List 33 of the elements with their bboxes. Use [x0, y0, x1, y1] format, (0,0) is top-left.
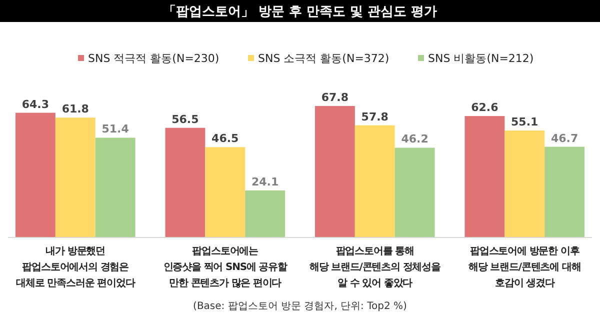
data-label: 56.5	[172, 112, 199, 126]
data-label: 61.8	[62, 102, 89, 116]
data-label: 67.8	[321, 91, 349, 104]
data-label: 46.7	[550, 132, 578, 145]
bar	[55, 118, 96, 237]
x-tick-label: 팝업스토어에 방문한 이후 해당 브랜드/콘텐츠에 대해 호감이 생겼다	[468, 246, 581, 289]
data-label: 46.5	[212, 132, 239, 146]
legend-label: SNS 비활동(N=212)	[428, 52, 534, 66]
x-tick-label: 팝업스토어에는 인증샷을 찍어 SNS에 공유할 만한 콘텐츠가 많은 편이다	[163, 246, 288, 289]
data-label: 55.1	[511, 116, 538, 129]
legend-label: SNS 적극적 활동(N=230)	[88, 52, 220, 66]
bar	[464, 116, 505, 237]
x-tick-label: 내가 방문했던 팝업스토어에서의 경험은 대체로 만족스러운 편이었다	[16, 246, 136, 289]
legend-label: SNS 소극적 활동(N=372)	[258, 52, 390, 66]
bar	[314, 106, 355, 237]
bar	[544, 146, 585, 237]
bar	[95, 138, 136, 237]
chart-title: 「팝업스토어」 방문 후 만족도 및 관심도 평가	[162, 4, 438, 20]
bar	[394, 148, 435, 237]
data-label: 62.6	[471, 101, 499, 114]
text: (Base: 팝업스토어 방문 경험자, 단위: Top2 %)	[193, 301, 408, 312]
bar	[245, 190, 286, 237]
data-label: 64.3	[22, 98, 50, 111]
data-label: 46.2	[401, 132, 428, 146]
x-tick-label: 팝업스토어를 통해 해당 브랜드/콘텐츠의 정체성을 알 수 있어 좋았다	[309, 246, 441, 289]
bar	[354, 125, 395, 237]
data-label: 24.1	[251, 175, 279, 188]
bar	[15, 112, 56, 237]
bar	[165, 128, 206, 237]
bar	[205, 147, 246, 237]
bar	[504, 130, 545, 237]
data-label: 57.8	[361, 110, 388, 124]
data-label: 51.4	[102, 122, 130, 136]
